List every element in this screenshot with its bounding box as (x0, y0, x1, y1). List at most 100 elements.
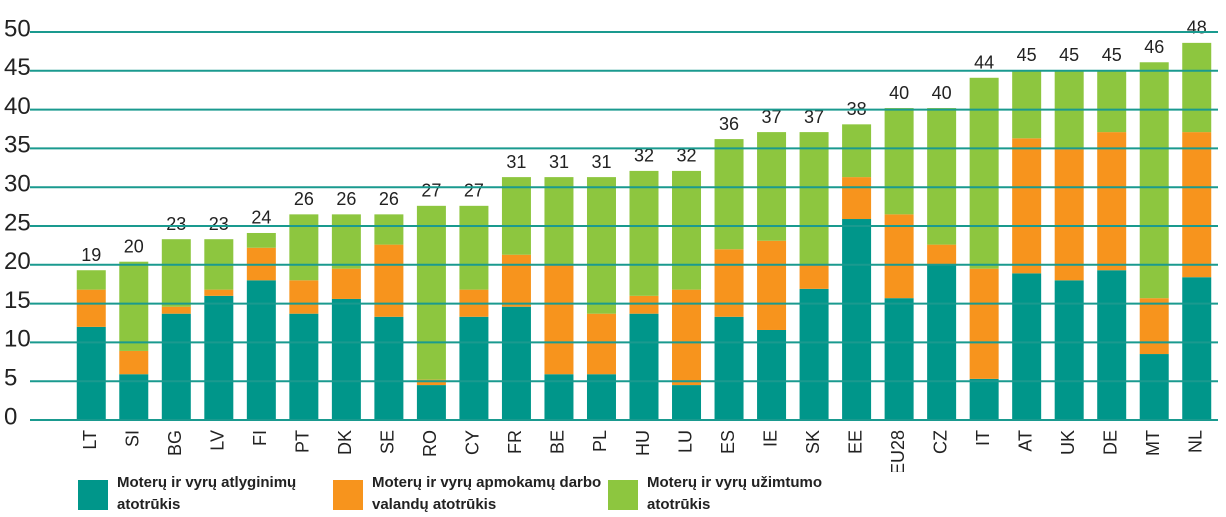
legend: Moterų ir vyrų atlyginimų atotrūkis Moter… (0, 472, 1226, 517)
bar-segment (629, 313, 659, 420)
total-label: 20 (124, 236, 144, 256)
bar-segment (1182, 132, 1212, 278)
bar-segment (1182, 277, 1212, 420)
x-tick-label: HU (633, 430, 653, 456)
bar-segment (246, 280, 276, 420)
total-label: 37 (804, 107, 824, 127)
x-tick-label: DE (1100, 430, 1120, 455)
bar-segment (1097, 270, 1127, 420)
y-tick-label: 5 (4, 365, 17, 392)
bar-segment (331, 214, 361, 269)
x-tick-label: SK (803, 430, 823, 454)
bar-segment (714, 249, 744, 317)
bar-segment (927, 108, 957, 245)
total-label: 24 (251, 208, 271, 228)
bar-segment (586, 177, 616, 314)
bar-segment (1012, 70, 1042, 139)
bar-segment (842, 177, 872, 220)
bar-segment (161, 313, 191, 420)
x-tick-label: FR (505, 430, 525, 454)
legend-item: Moterų ir vyrų užimtumo atotrūkis (608, 472, 877, 516)
x-tick-label: SI (123, 430, 143, 447)
x-tick-label: FI (250, 430, 270, 446)
legend-swatch (78, 480, 108, 510)
bar-segment (416, 385, 446, 420)
x-tick-label: BE (548, 430, 568, 454)
y-tick-label: 0 (4, 403, 17, 430)
x-tick-label: RO (420, 430, 440, 457)
total-label: 45 (1017, 45, 1037, 65)
total-label: 45 (1059, 45, 1079, 65)
bar-segment (246, 232, 276, 248)
y-tick-label: 35 (4, 132, 31, 159)
x-tick-label: EE (845, 430, 865, 454)
bar-segment (799, 132, 829, 265)
total-label: 19 (81, 245, 101, 265)
total-label: 31 (591, 152, 611, 172)
bar-segment (544, 264, 574, 375)
x-tick-label: IT (973, 430, 993, 446)
bar-segment (161, 306, 191, 314)
bar-segment (459, 205, 489, 290)
total-label: 26 (379, 189, 399, 209)
y-tick-label: 50 (4, 15, 31, 42)
bar-segment (374, 214, 404, 245)
bar-segment (331, 298, 361, 420)
x-tick-label: LT (80, 430, 100, 450)
bar-segment (672, 170, 702, 290)
bar-segment (204, 295, 234, 420)
bar-segment (289, 313, 319, 420)
legend-swatch (333, 480, 363, 510)
total-label: 40 (932, 83, 952, 103)
y-tick-label: 20 (4, 248, 31, 275)
total-label: 26 (336, 189, 356, 209)
bar-segment (969, 378, 999, 420)
total-label: 36 (719, 114, 739, 134)
bar-segment (586, 313, 616, 375)
bar-segment (842, 219, 872, 420)
bar-segment (927, 244, 957, 265)
legend-item: Moterų ir vyrų apmokamų darbo valandų at… (333, 472, 602, 516)
total-label: 40 (889, 83, 909, 103)
x-tick-label: LU (675, 430, 695, 453)
bar-segment (459, 316, 489, 420)
x-tick-label: EU28 (888, 430, 908, 472)
total-label: 32 (634, 146, 654, 166)
bar-segment (1012, 273, 1042, 420)
total-label: 23 (209, 214, 229, 234)
bar-segment (672, 385, 702, 420)
bar-segment (969, 268, 999, 379)
x-tick-label: CY (463, 430, 483, 455)
bar-segment (629, 295, 659, 314)
bar-segment (629, 170, 659, 296)
x-tick-label: UK (1058, 430, 1078, 455)
y-tick-label: 15 (4, 287, 31, 314)
bar-segment (1139, 62, 1169, 299)
bar-segment (374, 244, 404, 317)
bar-segment (1054, 149, 1084, 281)
bar-segment (119, 261, 149, 351)
x-tick-label: BG (165, 430, 185, 456)
bar-segment (672, 289, 702, 386)
bar-segment (331, 268, 361, 299)
y-tick-label: 25 (4, 209, 31, 236)
bar-segment (76, 326, 106, 420)
bar-segment (76, 289, 106, 327)
x-tick-label: IE (760, 430, 780, 447)
total-label: 27 (421, 181, 441, 201)
total-label: 27 (464, 181, 484, 201)
bar-segment (76, 270, 106, 290)
bar-segment (1139, 354, 1169, 420)
total-label: 46 (1144, 37, 1164, 57)
bar-segment (416, 379, 446, 386)
bar-segment (416, 205, 446, 380)
legend-item: Moterų ir vyrų atlyginimų atotrūkis (78, 472, 307, 516)
bar-segment (289, 280, 319, 314)
bar-segment (1097, 70, 1127, 133)
bar-segment (714, 139, 744, 250)
bar-segment (1182, 42, 1212, 133)
y-tick-label: 10 (4, 326, 31, 353)
x-tick-label: NL (1185, 430, 1205, 453)
y-tick-label: 40 (4, 93, 31, 120)
total-label: 31 (549, 152, 569, 172)
